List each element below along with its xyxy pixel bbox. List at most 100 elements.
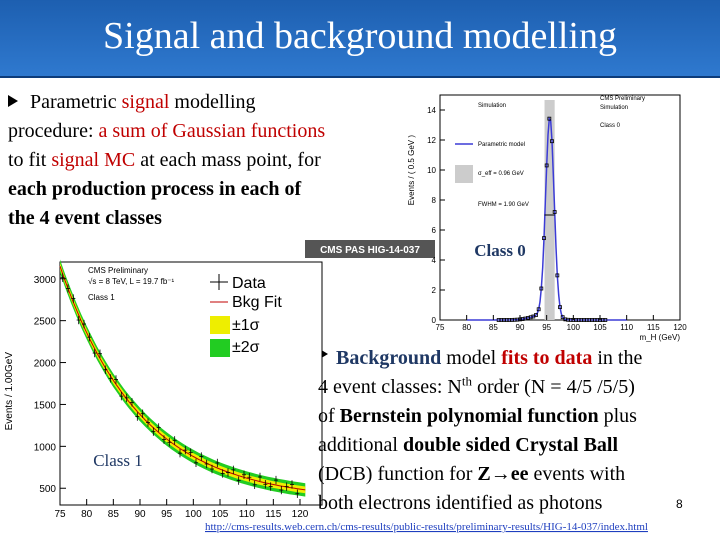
- x-tick-label: 80: [81, 509, 93, 520]
- text-run: a sum of Gaussian functions: [98, 120, 326, 142]
- x-tick-label: 90: [134, 509, 146, 520]
- bullet-text: Background model fits to data in the 4 ev…: [318, 344, 642, 518]
- text-run: modelling: [169, 91, 256, 113]
- x-axis-label: m_H (GeV): [640, 333, 681, 342]
- text-run: events with: [528, 463, 626, 485]
- bullet-text: Parametric signal modelling procedure: a …: [8, 88, 325, 233]
- x-tick-label: 95: [161, 509, 173, 520]
- y-tick-label: 8: [432, 196, 437, 205]
- text-line: procedure: a sum of Gaussian functions: [8, 117, 325, 146]
- text-run: double sided Crystal Ball: [402, 434, 619, 456]
- text-run: both electrons identified as photons: [318, 492, 603, 514]
- sim-point: [603, 318, 608, 322]
- x-tick-label: 80: [462, 323, 471, 332]
- text-run: the 4 event classes: [8, 207, 162, 229]
- text-run: model: [441, 347, 502, 369]
- plot-label: Class 1: [88, 293, 115, 302]
- text-line: each production process in each of: [8, 175, 325, 204]
- x-tick-label: 110: [620, 323, 633, 332]
- sim-point: [536, 307, 541, 312]
- text-run: (DCB) function for: [318, 463, 478, 485]
- text-run: Bernstein polynomial function: [339, 405, 599, 427]
- legend-label: Data: [232, 275, 266, 292]
- text-run: Background: [336, 347, 442, 369]
- source-url: http://cms-results.web.cern.ch/cms-resul…: [205, 521, 648, 533]
- legend-label: ±1σ: [232, 317, 260, 334]
- legend-label: Bkg Fit: [232, 294, 282, 311]
- sim-point: [560, 315, 565, 320]
- plot-label: Simulation: [600, 105, 628, 111]
- text-run: Parametric: [30, 91, 122, 113]
- y-tick-label: 2500: [34, 317, 57, 328]
- sim-point: [552, 210, 557, 214]
- text-run: procedure:: [8, 120, 99, 142]
- y-tick-label: 2: [432, 286, 437, 295]
- x-tick-label: 75: [54, 509, 66, 520]
- text-line: (DCB) function for Z→ee events with: [318, 460, 642, 489]
- x-tick-label: 120: [292, 509, 309, 520]
- legend-label: Parametric model: [478, 142, 525, 148]
- y-tick-label: 2000: [34, 359, 57, 370]
- x-tick-label: 90: [516, 323, 525, 332]
- x-tick-label: 100: [185, 509, 202, 520]
- legend-label: ±2σ: [232, 339, 260, 356]
- y-tick-label: 1500: [34, 400, 57, 411]
- x-tick-label: 110: [239, 509, 255, 520]
- x-tick-label: 105: [593, 323, 607, 332]
- plot-label: CMS Preliminary: [600, 96, 645, 102]
- sigma-band: [544, 100, 555, 320]
- legend-label: FWHM = 1.90 GeV: [478, 202, 529, 208]
- y-tick-label: 4: [432, 256, 437, 265]
- legend-key: [210, 316, 230, 334]
- x-tick-label: 115: [265, 509, 281, 520]
- text-line: the 4 event classes: [8, 204, 325, 233]
- bullet-arrow: [8, 95, 18, 107]
- text-line: of Bernstein polynomial function plus: [318, 402, 642, 431]
- legend-key: [210, 339, 230, 357]
- note-box: [305, 240, 435, 258]
- sim-point: [542, 236, 546, 241]
- y-axis-label: Events / ( 0.5 GeV ): [407, 135, 416, 206]
- caption: Class 1: [93, 451, 143, 470]
- y-tick-label: 12: [427, 136, 436, 145]
- y-tick-label: 3000: [34, 275, 57, 286]
- sim-point: [555, 273, 560, 278]
- sim-point: [539, 286, 544, 291]
- y-tick-label: 14: [427, 106, 436, 115]
- text-run: plus: [598, 405, 637, 427]
- text-line: additional double sided Crystal Ball: [318, 431, 642, 460]
- text-run: th: [461, 373, 472, 389]
- text-run: each production process in each of: [8, 178, 302, 200]
- x-tick-label: 95: [542, 323, 551, 332]
- sim-point: [547, 116, 552, 121]
- fit-curve: [59, 266, 306, 491]
- note: CMS PAS HIG-14-037: [320, 245, 420, 256]
- text-run: additional: [318, 434, 403, 456]
- text-run: signal: [121, 91, 170, 113]
- text-run: fits to data: [501, 347, 593, 369]
- text-run: 4 event classes: N: [318, 376, 462, 398]
- text-line: both electrons identified as photons: [318, 489, 642, 518]
- legend-label: Simulation: [478, 103, 506, 109]
- plot-frame: [439, 94, 681, 321]
- text-run: Z→ee: [477, 463, 529, 485]
- sim-point: [534, 313, 538, 317]
- text-line: Parametric signal modelling: [8, 88, 325, 117]
- text-run: signal MC: [51, 149, 136, 171]
- x-tick-label: 85: [108, 509, 120, 520]
- plot-label: CMS Preliminary: [88, 266, 148, 275]
- y-axis-label: Events / 1.00GeV: [4, 352, 15, 431]
- y-tick-label: 1000: [34, 442, 57, 453]
- legend-label: σ_eff = 0.96 GeV: [478, 171, 524, 177]
- x-tick-label: 100: [567, 323, 581, 332]
- x-tick-label: 115: [647, 323, 660, 332]
- x-tick-label: 75: [436, 323, 445, 332]
- x-tick-label: 120: [673, 323, 687, 332]
- plot-frame: [59, 261, 323, 506]
- plot-label: Class 0: [600, 123, 621, 129]
- text-line: Background model fits to data in the: [318, 344, 642, 373]
- page-number: 8: [676, 497, 683, 511]
- y-tick-label: 500: [39, 484, 56, 495]
